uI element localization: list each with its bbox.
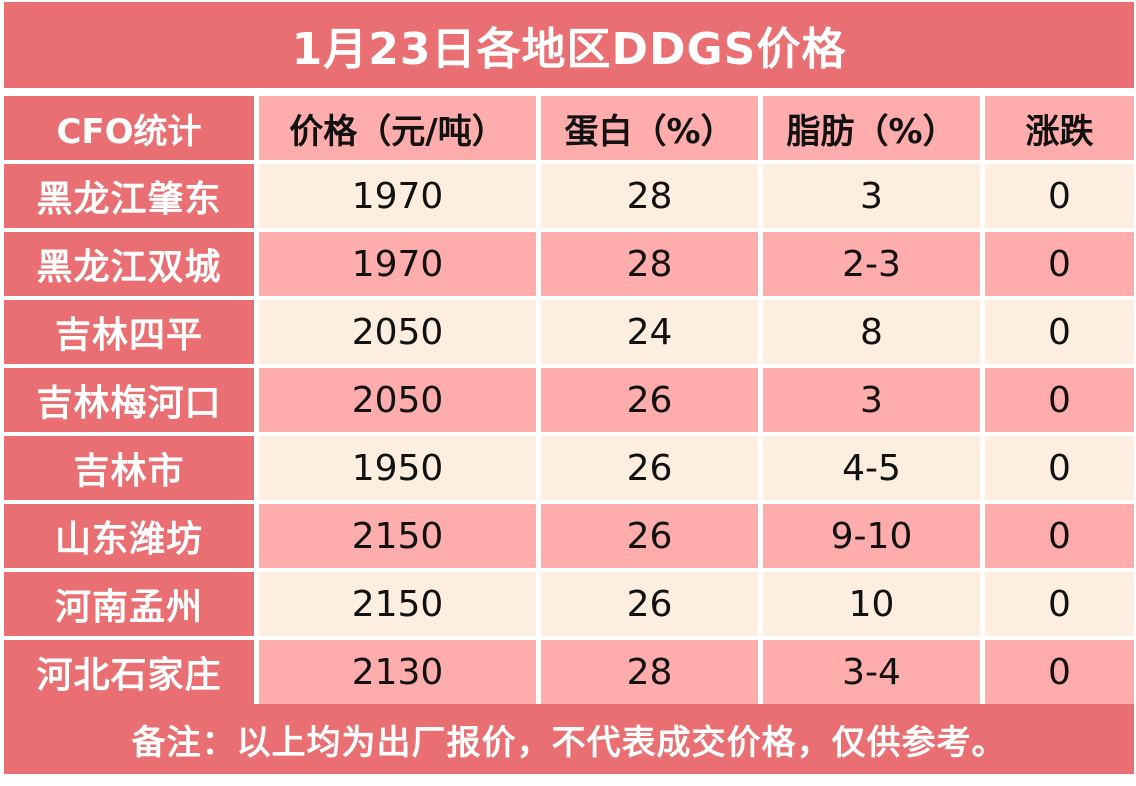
change-cell: 0 xyxy=(985,232,1134,296)
table-title: 1月23日各地区DDGS价格 xyxy=(4,2,1134,88)
price-cell: 1970 xyxy=(259,164,541,228)
region-cell: 黑龙江双城 xyxy=(4,232,259,296)
region-cell: 黑龙江肇东 xyxy=(4,164,259,228)
header-row: CFO统计 价格（元/吨） 蛋白（%） 脂肪（%） 涨跌 xyxy=(4,96,1134,160)
table-row: 山东潍坊 2150 26 9-10 0 xyxy=(4,504,1134,568)
fat-cell: 8 xyxy=(763,300,985,364)
change-cell: 0 xyxy=(985,504,1134,568)
table-row: 河北石家庄 2130 28 3-4 0 xyxy=(4,640,1134,704)
region-cell: 吉林梅河口 xyxy=(4,368,259,432)
protein-cell: 28 xyxy=(541,164,763,228)
protein-cell: 26 xyxy=(541,436,763,500)
region-cell: 吉林四平 xyxy=(4,300,259,364)
change-cell: 0 xyxy=(985,640,1134,704)
table-row: 吉林四平 2050 24 8 0 xyxy=(4,300,1134,364)
protein-cell: 26 xyxy=(541,572,763,636)
table-row: 吉林市 1950 26 4-5 0 xyxy=(4,436,1134,500)
table-row: 吉林梅河口 2050 26 3 0 xyxy=(4,368,1134,432)
fat-cell: 4-5 xyxy=(763,436,985,500)
protein-cell: 26 xyxy=(541,504,763,568)
region-cell: 河北石家庄 xyxy=(4,640,259,704)
region-cell: 吉林市 xyxy=(4,436,259,500)
price-cell: 1970 xyxy=(259,232,541,296)
change-cell: 0 xyxy=(985,164,1134,228)
table-row: 黑龙江肇东 1970 28 3 0 xyxy=(4,164,1134,228)
price-cell: 2150 xyxy=(259,504,541,568)
price-cell: 2050 xyxy=(259,368,541,432)
region-cell: 河南孟州 xyxy=(4,572,259,636)
price-cell: 2130 xyxy=(259,640,541,704)
header-price: 价格（元/吨） xyxy=(259,96,541,160)
fat-cell: 3 xyxy=(763,368,985,432)
protein-cell: 28 xyxy=(541,232,763,296)
change-cell: 0 xyxy=(985,368,1134,432)
change-cell: 0 xyxy=(985,572,1134,636)
fat-cell: 3-4 xyxy=(763,640,985,704)
fat-cell: 10 xyxy=(763,572,985,636)
ddgs-price-table: CFO统计 价格（元/吨） 蛋白（%） 脂肪（%） 涨跌 黑龙江肇东 1970 … xyxy=(4,92,1134,708)
header-change: 涨跌 xyxy=(985,96,1134,160)
table-row: 河南孟州 2150 26 10 0 xyxy=(4,572,1134,636)
protein-cell: 24 xyxy=(541,300,763,364)
price-cell: 2050 xyxy=(259,300,541,364)
region-cell: 山东潍坊 xyxy=(4,504,259,568)
protein-cell: 28 xyxy=(541,640,763,704)
change-cell: 0 xyxy=(985,436,1134,500)
table-row: 黑龙江双城 1970 28 2-3 0 xyxy=(4,232,1134,296)
fat-cell: 3 xyxy=(763,164,985,228)
header-fat: 脂肪（%） xyxy=(763,96,985,160)
footnote: 备注：以上均为出厂报价，不代表成交价格，仅供参考。 xyxy=(4,704,1134,774)
protein-cell: 26 xyxy=(541,368,763,432)
fat-cell: 2-3 xyxy=(763,232,985,296)
change-cell: 0 xyxy=(985,300,1134,364)
fat-cell: 9-10 xyxy=(763,504,985,568)
header-region: CFO统计 xyxy=(4,96,259,160)
price-cell: 1950 xyxy=(259,436,541,500)
price-cell: 2150 xyxy=(259,572,541,636)
header-protein: 蛋白（%） xyxy=(541,96,763,160)
